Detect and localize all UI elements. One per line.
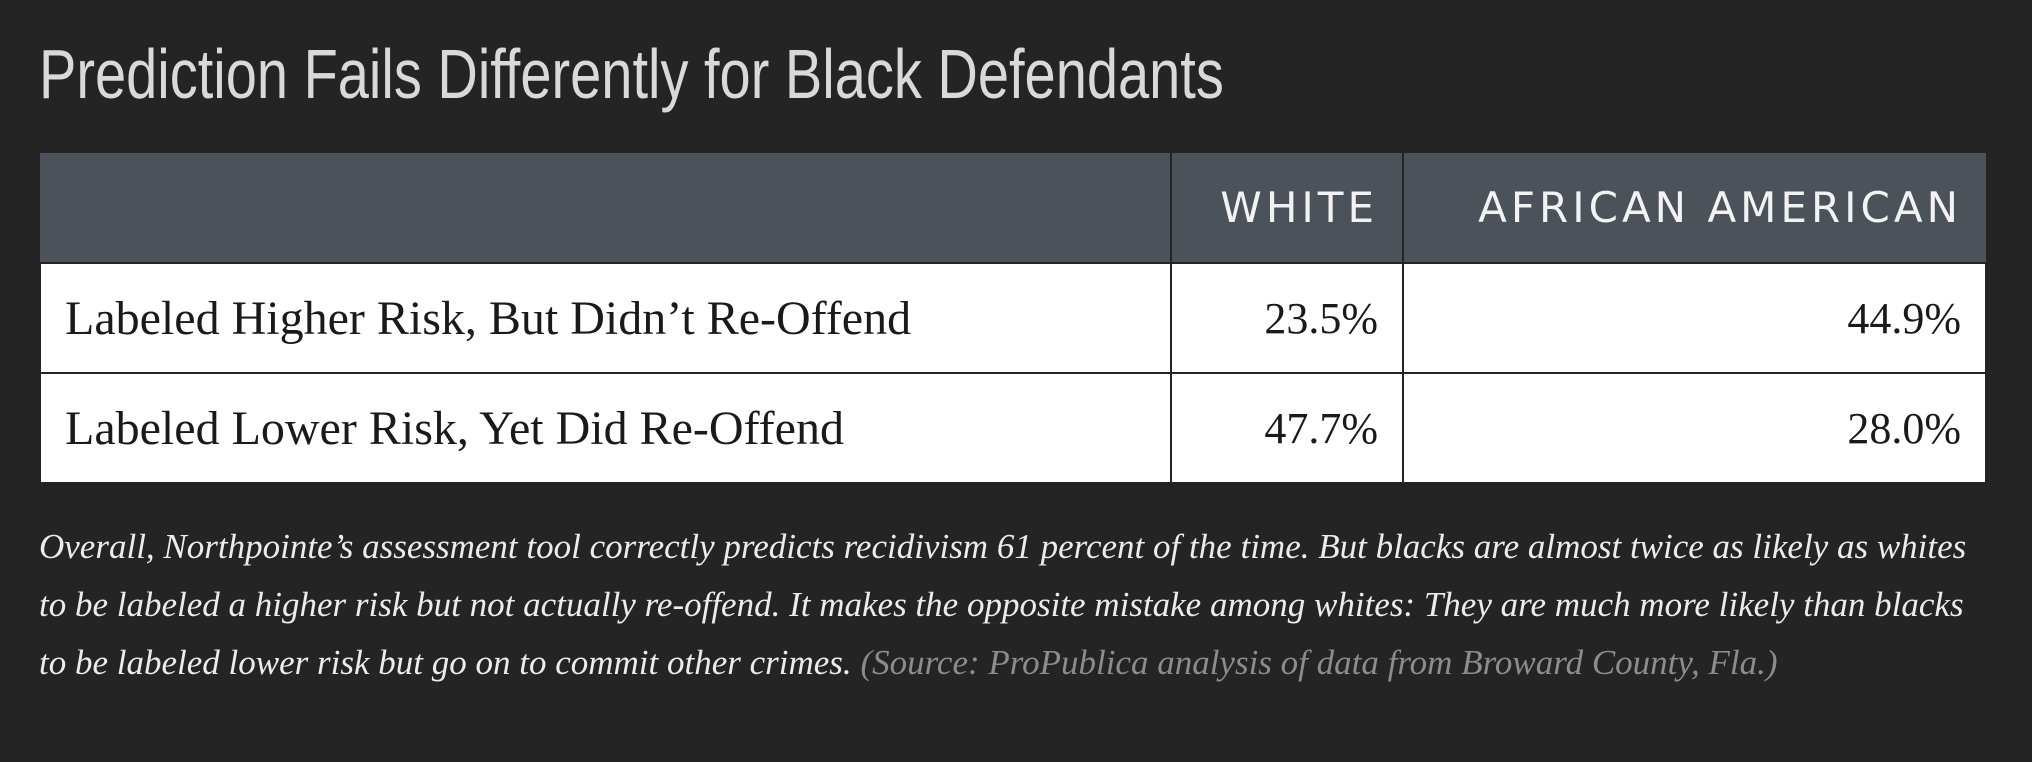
caption: Overall, Northpointe’s assessment tool c…	[39, 518, 1999, 692]
header-cell: AFRICAN AMERICAN	[1402, 153, 1986, 263]
caption-source: (Source: ProPublica analysis of data fro…	[860, 643, 1778, 682]
title: Prediction Fails Differently for Black D…	[39, 35, 1224, 113]
row-label: Labeled Higher Risk, But Didn’t Re-Offen…	[39, 262, 1172, 374]
row-label: Labeled Lower Risk, Yet Did Re-Offend	[39, 372, 1172, 484]
value-cell: 47.7%	[1170, 372, 1404, 484]
value-cell: 23.5%	[1170, 262, 1404, 374]
value-cell: 28.0%	[1402, 372, 1987, 484]
header-cell: WHITE	[1170, 153, 1403, 263]
data-table: WHITE AFRICAN AMERICAN Labeled Higher Ri…	[39, 153, 1987, 484]
header-row: WHITE AFRICAN AMERICAN	[40, 153, 1986, 263]
value-cell: 44.9%	[1402, 262, 1987, 374]
table-row: Labeled Lower Risk, Yet Did Re-Offend 47.…	[39, 372, 1987, 484]
table-row: Labeled Higher Risk, But Didn’t Re-Offen…	[39, 262, 1987, 374]
caption-text: Overall, Northpointe’s assessment tool c…	[39, 527, 1967, 682]
header-cell	[40, 153, 1171, 263]
